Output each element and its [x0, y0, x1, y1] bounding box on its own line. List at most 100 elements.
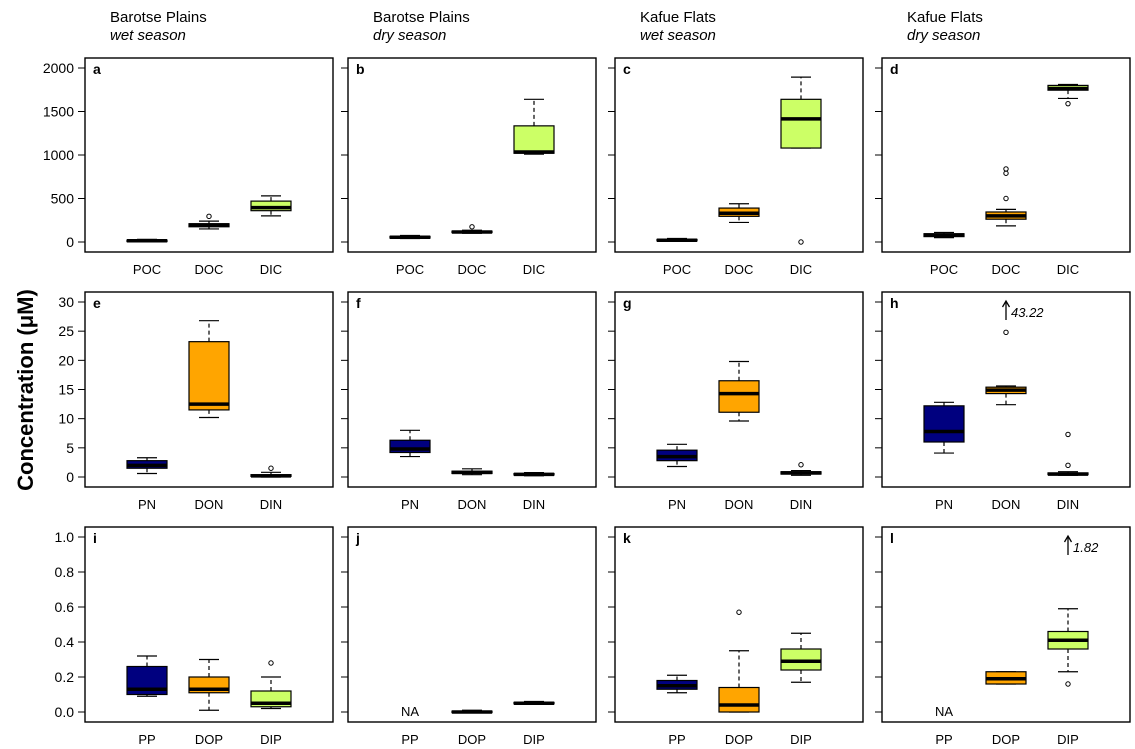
y-tick-label: 0.4 — [55, 634, 75, 650]
category-label: DOC — [992, 262, 1021, 277]
panel-letter: b — [356, 61, 365, 77]
category-label: DIN — [523, 497, 545, 512]
outlier-point — [736, 609, 742, 615]
y-tick-label: 0 — [66, 234, 74, 250]
y-tick-label: 500 — [51, 191, 75, 207]
category-label: PN — [401, 497, 419, 512]
category-label: DON — [725, 497, 754, 512]
y-tick-label: 0.6 — [55, 599, 75, 615]
panel-j: j PP NA DOP DIP — [341, 526, 597, 747]
category-label: POC — [396, 262, 424, 277]
y-tick-label: 0.2 — [55, 669, 75, 685]
off-scale-annotation: 43.22 — [1001, 299, 1044, 320]
box-dic — [513, 125, 555, 154]
category-label: DIC — [790, 262, 812, 277]
off-scale-value: 43.22 — [1011, 305, 1044, 320]
panel-letter: k — [623, 530, 631, 546]
category-label: DOP — [725, 732, 753, 747]
na-label: NA — [935, 704, 953, 719]
category-label: DOC — [458, 262, 487, 277]
arrow-head — [1001, 299, 1011, 308]
panel-d: d POC DOC DIC — [875, 57, 1131, 277]
outlier-point — [1065, 431, 1071, 438]
y-tick-label: 1000 — [43, 147, 74, 163]
panel-a: 0 500 1000 1500 2000 a POC DOC DIC — [43, 57, 334, 277]
y-axis-title-group: Concentration (μM) — [13, 289, 38, 491]
arrow-head — [1063, 534, 1073, 543]
panel-k: k PP DOP DIP — [608, 526, 864, 747]
category-label: PN — [138, 497, 156, 512]
category-label: PN — [935, 497, 953, 512]
panel-letter: f — [356, 295, 361, 311]
category-label: PP — [668, 732, 685, 747]
panel-frame — [614, 526, 864, 723]
panel-c: c POC DOC DIC — [608, 57, 864, 277]
panel-letter: c — [623, 61, 631, 77]
box-don — [188, 341, 230, 411]
y-tick-label: 25 — [58, 323, 74, 339]
category-label: DOP — [195, 732, 223, 747]
panel-letter: j — [355, 530, 360, 546]
outlier-point — [1003, 195, 1009, 202]
category-label: DON — [992, 497, 1021, 512]
outlier-point — [1065, 100, 1071, 107]
y-tick-label: 0 — [66, 469, 74, 485]
category-label: DIP — [523, 732, 545, 747]
outlier-point — [1003, 329, 1009, 336]
y-tick-label: 0.0 — [55, 704, 75, 720]
y-tick-label: 0.8 — [55, 564, 75, 580]
y-tick-label: 10 — [58, 411, 74, 427]
column-site-title: Barotse Plains — [110, 9, 207, 26]
outlier-point — [1003, 166, 1009, 172]
outlier-point — [268, 660, 274, 666]
box-pn — [923, 405, 965, 443]
column-season-title: wet season — [110, 27, 186, 44]
outlier-point — [798, 462, 804, 468]
category-label: DIN — [1057, 497, 1079, 512]
off-scale-value: 1.82 — [1073, 540, 1099, 555]
category-label: DIC — [523, 262, 545, 277]
box-don — [718, 380, 760, 413]
na-label: NA — [401, 704, 419, 719]
outlier-point — [469, 224, 475, 230]
y-tick-label: 2000 — [43, 60, 74, 76]
category-label: DIN — [790, 497, 812, 512]
category-label: DIP — [1057, 732, 1079, 747]
outlier-point — [206, 213, 212, 220]
category-label: POC — [930, 262, 958, 277]
category-label: DIC — [1057, 262, 1079, 277]
panel-b: b POC DOC DIC — [341, 57, 597, 277]
panel-e: 0 5 10 15 20 25 30 e PN DON DIN — [58, 291, 334, 512]
y-axis-title: Concentration (μM) — [13, 289, 38, 491]
category-label: DIN — [260, 497, 282, 512]
category-label: POC — [663, 262, 691, 277]
category-label: PP — [138, 732, 155, 747]
panel-letter: h — [890, 295, 899, 311]
box-dic — [780, 98, 822, 149]
category-label: DON — [195, 497, 224, 512]
panel-letter: i — [93, 530, 97, 546]
panels: 0 500 1000 1500 2000 a POC DOC DIC b POC DOC DIC c POC… — [43, 57, 1131, 747]
category-label: PP — [935, 732, 952, 747]
category-label: DOC — [195, 262, 224, 277]
outlier-point — [268, 465, 274, 471]
y-tick-label: 1500 — [43, 104, 74, 120]
panel-i: 0.0 0.2 0.4 0.6 0.8 1.0 i PP DOP DIP — [55, 526, 334, 747]
panel-letter: g — [623, 295, 632, 311]
y-tick-label: 15 — [58, 382, 74, 398]
category-label: DIP — [260, 732, 282, 747]
outlier-point — [1065, 462, 1071, 469]
category-label: PN — [668, 497, 686, 512]
category-label: DOP — [992, 732, 1020, 747]
category-label: DOP — [458, 732, 486, 747]
category-label: DON — [458, 497, 487, 512]
category-label: DIP — [790, 732, 812, 747]
box-dop — [718, 686, 760, 713]
column-season-title: dry season — [907, 27, 980, 44]
panel-frame — [347, 291, 597, 488]
category-label: POC — [133, 262, 161, 277]
panel-frame — [347, 57, 597, 253]
y-tick-label: 20 — [58, 352, 74, 368]
panel-frame — [84, 526, 334, 723]
